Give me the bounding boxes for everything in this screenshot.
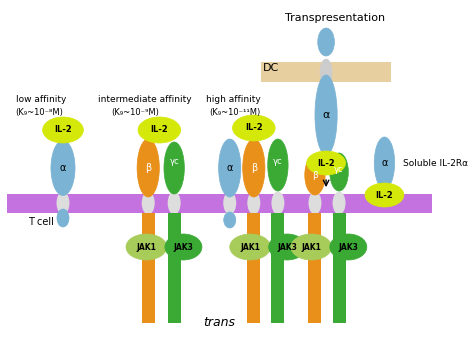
Ellipse shape xyxy=(272,191,284,214)
Ellipse shape xyxy=(333,191,346,214)
Text: Soluble IL-2Rα: Soluble IL-2Rα xyxy=(403,158,468,167)
Text: Transpresentation: Transpresentation xyxy=(285,13,385,23)
Text: (K₉~10⁻¹¹M): (K₉~10⁻¹¹M) xyxy=(210,109,261,118)
Text: IL-2: IL-2 xyxy=(317,158,335,167)
Text: (K₉~10⁻⁹M): (K₉~10⁻⁹M) xyxy=(111,109,159,118)
Text: IL-2: IL-2 xyxy=(375,190,393,200)
Ellipse shape xyxy=(309,191,321,214)
Text: intermediate affinity: intermediate affinity xyxy=(98,95,192,104)
Ellipse shape xyxy=(320,59,332,85)
Text: trans: trans xyxy=(203,315,236,329)
Text: low affinity: low affinity xyxy=(16,95,66,104)
Ellipse shape xyxy=(305,155,325,195)
Text: α: α xyxy=(322,110,330,120)
Ellipse shape xyxy=(307,151,346,175)
Ellipse shape xyxy=(268,139,288,191)
Text: IL-2: IL-2 xyxy=(245,123,263,132)
Ellipse shape xyxy=(374,137,395,189)
Bar xyxy=(333,213,346,323)
Text: DC: DC xyxy=(263,63,279,73)
Text: γᴄ: γᴄ xyxy=(169,157,179,166)
Ellipse shape xyxy=(269,234,306,260)
Ellipse shape xyxy=(142,191,155,214)
Bar xyxy=(247,213,260,323)
Text: IL-2: IL-2 xyxy=(54,125,72,134)
Text: α: α xyxy=(60,163,66,173)
Bar xyxy=(261,62,391,82)
Ellipse shape xyxy=(291,234,332,260)
Text: IL-2: IL-2 xyxy=(150,125,168,134)
Text: β: β xyxy=(312,171,318,180)
Text: α: α xyxy=(227,163,233,173)
Text: JAK3: JAK3 xyxy=(277,243,297,251)
Text: γᴄ: γᴄ xyxy=(273,157,283,166)
Text: β: β xyxy=(251,163,257,173)
Ellipse shape xyxy=(164,142,184,194)
Ellipse shape xyxy=(51,141,75,195)
Ellipse shape xyxy=(168,191,181,214)
Ellipse shape xyxy=(56,191,70,214)
Text: JAK1: JAK1 xyxy=(137,243,156,251)
Text: high affinity: high affinity xyxy=(206,95,260,104)
Ellipse shape xyxy=(137,139,159,197)
Ellipse shape xyxy=(223,191,236,214)
Ellipse shape xyxy=(43,117,83,143)
Ellipse shape xyxy=(165,234,202,260)
Bar xyxy=(168,213,181,323)
Ellipse shape xyxy=(233,115,275,141)
Text: JAK1: JAK1 xyxy=(301,243,321,251)
Text: T cell: T cell xyxy=(28,217,54,227)
Text: JAK3: JAK3 xyxy=(173,243,193,251)
Text: JAK3: JAK3 xyxy=(338,243,358,251)
Bar xyxy=(272,213,284,323)
Ellipse shape xyxy=(330,153,348,191)
Text: α: α xyxy=(381,158,388,168)
Text: JAK1: JAK1 xyxy=(240,243,260,251)
Bar xyxy=(309,213,321,323)
Bar xyxy=(8,194,432,213)
Ellipse shape xyxy=(138,117,181,143)
Ellipse shape xyxy=(315,75,337,155)
Ellipse shape xyxy=(230,234,271,260)
Ellipse shape xyxy=(365,183,404,207)
Text: γᴄ: γᴄ xyxy=(334,165,344,175)
Text: (K₉~10⁻⁸M): (K₉~10⁻⁸M) xyxy=(16,109,64,118)
Ellipse shape xyxy=(330,234,367,260)
Ellipse shape xyxy=(247,191,260,214)
Ellipse shape xyxy=(126,234,167,260)
Ellipse shape xyxy=(243,139,265,197)
Ellipse shape xyxy=(224,212,236,228)
Text: β: β xyxy=(145,163,151,173)
Ellipse shape xyxy=(57,209,69,227)
Ellipse shape xyxy=(318,28,335,56)
Ellipse shape xyxy=(219,139,241,197)
Bar xyxy=(142,213,155,323)
